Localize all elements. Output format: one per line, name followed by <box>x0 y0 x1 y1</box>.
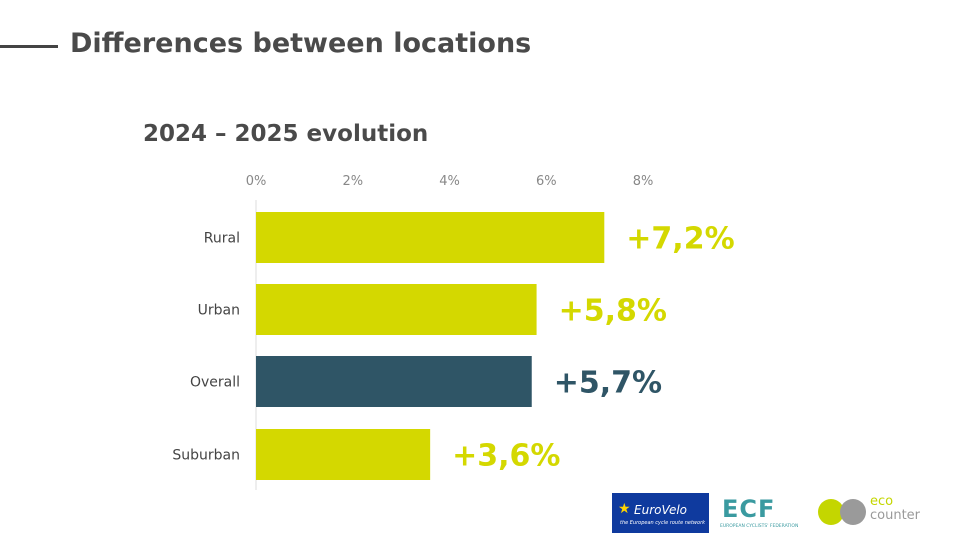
x-tick-label: 2% <box>342 174 363 189</box>
cyclist-icon <box>840 499 866 525</box>
x-tick-label: 0% <box>246 174 267 189</box>
walker-icon <box>818 499 844 525</box>
bar-rural <box>256 212 605 263</box>
x-tick-label: 4% <box>439 174 460 189</box>
data-label: +5,8% <box>559 294 667 329</box>
eurovelo-logo: ★ EuroVelo the European cycle route netw… <box>612 493 709 533</box>
chart-title: 2024 – 2025 evolution <box>143 121 429 147</box>
data-label: +3,6% <box>452 439 560 474</box>
category-label: Overall <box>190 375 240 391</box>
counter-text: counter <box>870 508 921 523</box>
eco-text: eco <box>870 494 894 509</box>
ecf-text: ECF <box>722 495 776 523</box>
x-tick-label: 8% <box>633 174 654 189</box>
category-label: Rural <box>204 231 240 247</box>
ecf-logo: ECF EUROPEAN CYCLISTS' FEDERATION <box>718 493 803 533</box>
page-title: Differences between locations <box>70 28 532 59</box>
x-tick-label: 6% <box>536 174 557 189</box>
title-rule <box>0 45 58 48</box>
eurovelo-tagline: the European cycle route network <box>620 520 706 526</box>
category-label: Urban <box>198 303 240 319</box>
eco-counter-logo: eco counter <box>818 493 938 533</box>
category-label: Suburban <box>172 448 240 464</box>
bar-suburban <box>256 429 431 480</box>
ecf-tagline: EUROPEAN CYCLISTS' FEDERATION <box>720 524 799 529</box>
bar-overall <box>256 356 532 407</box>
bar-urban <box>256 284 537 335</box>
data-label: +7,2% <box>626 222 734 257</box>
eurovelo-text: EuroVelo <box>634 503 688 517</box>
data-label: +5,7% <box>554 366 662 401</box>
